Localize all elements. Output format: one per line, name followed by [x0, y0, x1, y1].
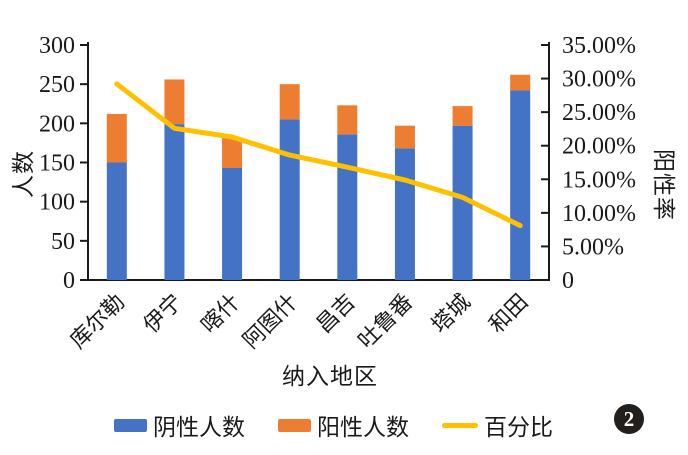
- y-tick-label-right: 20.00%: [562, 134, 636, 160]
- x-tick-label: 塔城: [426, 289, 475, 338]
- bar-negative: [106, 162, 127, 280]
- bar-negative: [337, 134, 358, 280]
- legend-label-positive: 阳性人数: [317, 415, 409, 440]
- bar-positive: [164, 79, 185, 125]
- x-tick-label: 库尔勒: [65, 289, 129, 353]
- y-tick-label-left: 300: [39, 33, 75, 59]
- chart-legend: 阴性人数 阳性人数 百分比: [114, 408, 553, 442]
- negative-series-swatch: [114, 418, 147, 432]
- legend-item-positive: 阳性人数: [278, 408, 409, 442]
- y-tick-label-right: 35.00%: [562, 33, 636, 59]
- y-tick-label-right: 0: [562, 268, 574, 294]
- bar-negative: [452, 125, 473, 280]
- bar-positive: [452, 106, 473, 126]
- x-tick-label: 和田: [484, 289, 533, 338]
- percentage-series-swatch: [442, 422, 478, 428]
- bar-positive: [394, 125, 415, 149]
- bar-negative: [164, 124, 185, 280]
- positive-series-swatch: [278, 418, 311, 432]
- y-tick-label-right: 15.00%: [562, 167, 636, 193]
- y-tick-label-right: 30.00%: [562, 67, 636, 93]
- x-axis-title: 纳入地区: [282, 364, 378, 389]
- y-tick-label-left: 200: [39, 111, 75, 137]
- x-tick-label: 伊宁: [138, 289, 187, 338]
- percent-line: [114, 81, 523, 229]
- y-tick-label-left: 0: [63, 268, 75, 294]
- legend-item-percentage: 百分比: [442, 408, 553, 442]
- bar-negative: [279, 119, 300, 281]
- figure-number-badge: 2: [614, 404, 644, 434]
- y-tick-label-left: 50: [51, 229, 75, 255]
- bar-positive: [337, 105, 358, 135]
- left-axis-title: 人数: [11, 150, 36, 198]
- chart-canvas: 300 250 200 150 100 50 0 35.00% 30.00% 25.00% 20.0…: [39, 33, 636, 353]
- bar-positive: [106, 113, 127, 163]
- legend-label-percentage: 百分比: [484, 415, 553, 440]
- x-tick-label: 昌吉: [311, 289, 360, 338]
- bar-positive: [279, 84, 300, 120]
- y-tick-label-left: 100: [39, 190, 75, 216]
- y-tick-label-left: 250: [39, 72, 75, 98]
- y-tick-label-right: 5.00%: [562, 234, 624, 260]
- y-tick-label-left: 150: [39, 151, 75, 177]
- bar-positive: [222, 137, 243, 168]
- x-tick-label: 阿图什: [238, 289, 302, 353]
- bar-negative: [510, 90, 531, 280]
- x-tick-label: 喀什: [196, 289, 245, 338]
- y-tick-label-right: 10.00%: [562, 201, 636, 227]
- legend-label-negative: 阴性人数: [153, 415, 245, 440]
- right-axis-title: 阳性率: [651, 149, 676, 221]
- y-tick-label-right: 25.00%: [562, 100, 636, 126]
- bar-positive: [510, 74, 531, 91]
- bar-negative: [394, 148, 415, 280]
- legend-item-negative: 阴性人数: [114, 408, 245, 442]
- x-tick-label: 吐鲁番: [353, 289, 417, 353]
- bar-negative: [222, 167, 243, 280]
